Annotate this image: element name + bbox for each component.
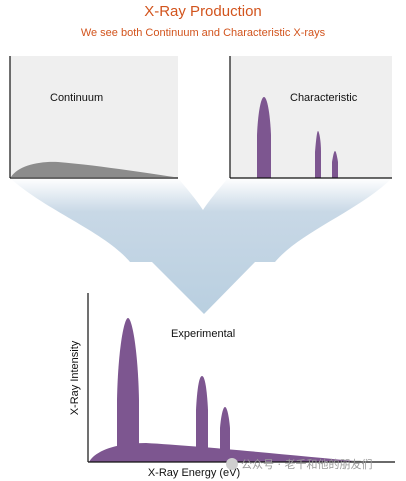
experimental-label: Experimental <box>171 328 235 340</box>
figure-title: X-Ray Production <box>144 3 262 20</box>
continuum-label: Continuum <box>50 92 103 104</box>
wechat-icon <box>226 458 238 470</box>
continuum-panel: Continuum <box>9 56 178 179</box>
characteristic-peak-3 <box>332 151 338 178</box>
experimental-peak-2 <box>196 376 208 462</box>
characteristic-peak-1 <box>257 97 271 178</box>
characteristic-panel-bg <box>230 56 392 178</box>
watermark-text: 公众号 · 老千和他的朋友们 <box>241 458 373 471</box>
experimental-peak-3 <box>220 407 230 462</box>
characteristic-label: Characteristic <box>290 92 358 104</box>
y-axis-label: X-Ray Intensity <box>69 340 81 415</box>
experimental-peak-1 <box>117 318 139 462</box>
x-axis-label: X-Ray Energy (eV) <box>148 467 240 479</box>
figure-subtitle: We see both Continuum and Characteristic… <box>80 27 326 39</box>
watermark: 公众号 · 老千和他的朋友们 <box>226 456 373 472</box>
continuum-curve <box>11 161 174 177</box>
continuum-panel-bg <box>10 56 178 178</box>
characteristic-peak-2 <box>315 131 321 178</box>
characteristic-panel: Characteristic <box>229 56 392 179</box>
merge-arrow <box>10 178 392 314</box>
experimental-plot: Experimental X-Ray Intensity X-Ray Energ… <box>69 293 395 479</box>
